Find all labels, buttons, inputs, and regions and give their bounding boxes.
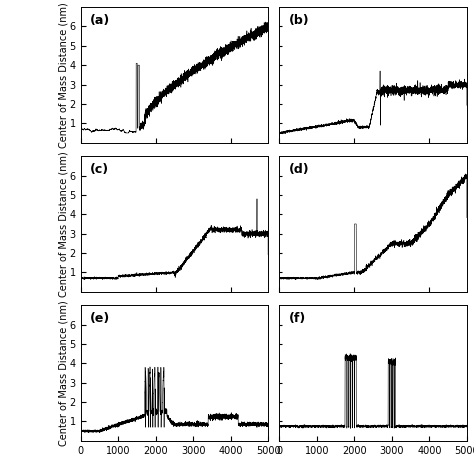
Text: (d): (d) [289,163,310,176]
Y-axis label: Center of Mass Distance (nm): Center of Mass Distance (nm) [58,300,68,446]
Text: (b): (b) [289,14,310,27]
Y-axis label: Center of Mass Distance (nm): Center of Mass Distance (nm) [58,2,68,148]
Y-axis label: Center of Mass Distance (nm): Center of Mass Distance (nm) [58,151,68,297]
Text: (e): (e) [90,312,110,325]
Text: (a): (a) [90,14,110,27]
Text: (f): (f) [289,312,306,325]
Text: (c): (c) [90,163,109,176]
